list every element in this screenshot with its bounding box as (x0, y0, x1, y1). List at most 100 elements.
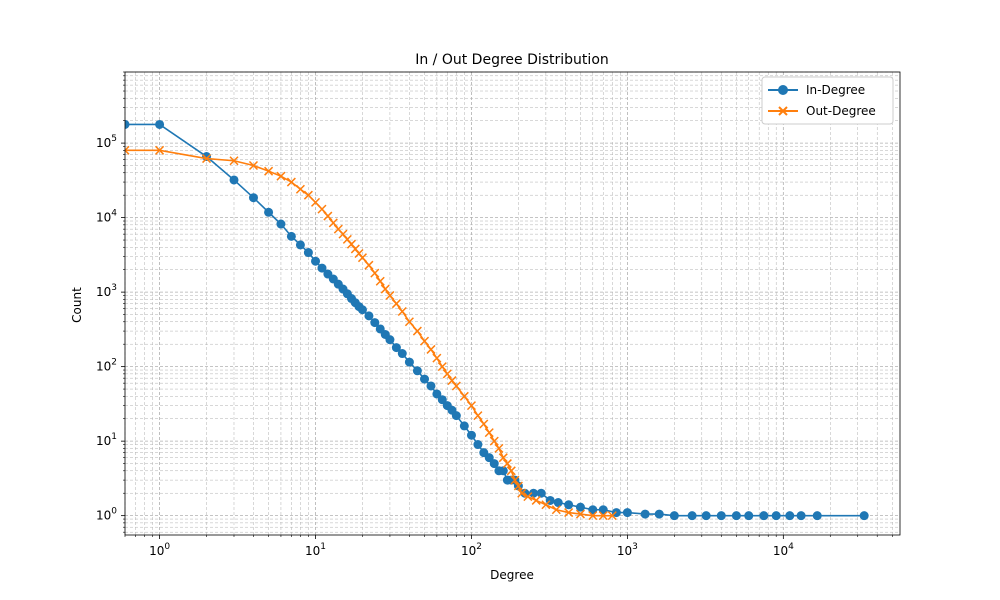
data-point (442, 369, 452, 379)
y-tick-label: 101 (96, 432, 117, 448)
data-point (311, 256, 321, 266)
data-point (451, 411, 461, 421)
data-point (731, 511, 741, 521)
data-point (701, 511, 711, 521)
data-point (303, 248, 313, 258)
data-point (375, 276, 385, 286)
data-point (202, 154, 212, 164)
data-point (391, 343, 401, 353)
y-axis-label: Count (70, 287, 84, 323)
data-point (588, 511, 598, 521)
data-point (506, 466, 516, 476)
data-point (229, 175, 239, 185)
x-tick-label: 102 (461, 542, 482, 558)
data-point (510, 475, 520, 485)
data-point (669, 511, 679, 521)
data-point (588, 505, 598, 515)
plot-area: 100 101 102 103 104 100 101 102 103 104 105 (96, 71, 901, 558)
data-point (575, 509, 585, 519)
data-point (553, 498, 563, 508)
data-point (286, 177, 296, 187)
data-point (564, 500, 574, 510)
data-point (796, 511, 806, 521)
data-point (412, 326, 422, 336)
data-point (385, 291, 395, 301)
data-point (541, 500, 551, 510)
data-point (494, 443, 504, 453)
data-point (286, 231, 296, 241)
data-point (370, 268, 380, 278)
data-point (498, 453, 508, 463)
data-point (420, 374, 430, 384)
data-point (812, 511, 822, 521)
legend-label-out-degree: Out-Degree (806, 104, 876, 118)
data-point (385, 335, 395, 345)
data-point (391, 299, 401, 309)
data-point (536, 488, 546, 498)
data-point (155, 119, 165, 129)
data-point (459, 391, 469, 401)
data-point (529, 488, 539, 498)
data-point (380, 284, 390, 294)
x-tick-label: 104 (773, 542, 794, 558)
data-point (484, 453, 494, 463)
data-point (419, 336, 430, 346)
data-point (432, 389, 442, 399)
y-tick-label: 102 (96, 358, 117, 374)
data-point (317, 263, 327, 273)
x-tick-label: 101 (305, 542, 326, 558)
data-point (517, 488, 527, 498)
data-point (785, 511, 795, 521)
data-point (640, 509, 650, 519)
data-point (303, 190, 313, 200)
axes-frame (124, 71, 901, 536)
data-point (771, 511, 781, 521)
data-point (622, 508, 632, 518)
data-point (397, 306, 407, 316)
data-point (498, 466, 508, 476)
y-tick-label: 104 (96, 209, 117, 225)
data-point (437, 362, 447, 372)
y-tick-label: 103 (96, 283, 117, 299)
data-point (716, 511, 726, 521)
legend-label-in-degree: In-Degree (806, 83, 865, 97)
data-point (248, 193, 258, 203)
data-point (687, 511, 697, 521)
legend-marker-in-degree (778, 85, 788, 95)
x-tick-label: 103 (617, 542, 638, 558)
data-point (357, 253, 367, 263)
data-point (323, 211, 333, 221)
data-point (155, 145, 165, 155)
data-point (551, 505, 561, 515)
legend: In-Degree Out-Degree (761, 76, 894, 125)
data-point (598, 511, 608, 521)
data-point (489, 436, 499, 446)
data-point (370, 318, 380, 328)
data-point (276, 171, 286, 181)
data-point (357, 305, 367, 315)
data-point (531, 495, 541, 505)
data-point (125, 119, 130, 129)
data-point (404, 357, 414, 367)
data-point (412, 366, 422, 376)
data-point (364, 311, 374, 321)
data-point (202, 152, 212, 162)
data-point (759, 511, 769, 521)
data-point (502, 459, 512, 469)
data-point (397, 349, 407, 359)
data-point (479, 419, 489, 429)
data-point (364, 260, 374, 270)
data-point (466, 401, 476, 411)
y-tick-label: 105 (96, 134, 117, 150)
data-point (426, 344, 436, 354)
data-point (295, 240, 305, 250)
legend-marker-out-degree (778, 106, 788, 116)
data-point (744, 511, 754, 521)
data-point (598, 505, 608, 515)
data-point (473, 440, 483, 450)
data-point (859, 511, 869, 521)
data-point (513, 481, 523, 491)
y-tick-label: 100 (96, 507, 117, 523)
